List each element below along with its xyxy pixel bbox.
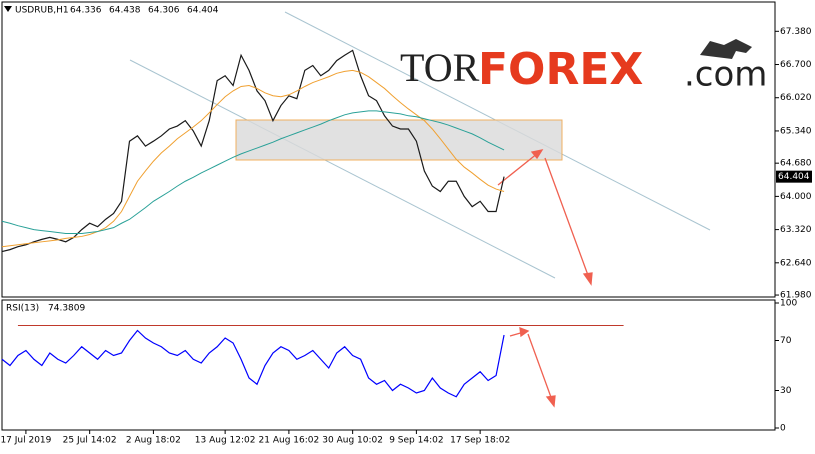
arrows [497,149,593,408]
price-label: 64.404 [778,172,810,182]
logo: TOR FOREX .com [400,39,767,95]
x-tick-label: 21 Aug 16:02 [259,436,320,446]
x-tick-label: 25 Jul 14:02 [63,436,117,446]
logo-text: TOR [400,45,480,90]
y-tick-label: 61.980 [780,291,812,301]
header-icon [4,6,12,12]
channel-line [129,59,556,279]
logo-icon [700,39,752,59]
header-value: 64.306 [148,6,180,16]
y-tick-label: 62.640 [780,258,812,268]
zone [235,119,563,161]
series-line [1,329,505,398]
y-tick-label: 66.700 [780,60,812,70]
x-tick-label: 30 Aug 10:02 [322,436,383,446]
y-tick-label: 66.020 [780,93,812,103]
header-value: 64.438 [109,6,141,16]
y-tick-label: 65.340 [780,126,812,136]
x-tick-label: 17 Sep 18:02 [450,436,510,446]
series-line [1,110,505,235]
x-tick-label: 13 Aug 12:02 [195,436,256,446]
price-panel [1,1,776,298]
rsi-value: 74.3809 [48,304,85,314]
rsi-panel [1,299,776,431]
y-tick-label: 70 [780,336,792,346]
x-tick-label: 17 Jul 2019 [0,436,51,446]
y-tick-label: 30 [780,386,792,396]
header-value: 64.404 [187,6,219,16]
logo-text: FOREX [478,44,643,95]
y-tick-label: 67.380 [780,27,812,37]
y-tick-label: 0 [780,424,786,434]
y-tick-label: 100 [780,299,797,309]
symbol: USDRUB,H1 [15,6,69,16]
x-tick-label: 9 Sep 14:02 [389,436,443,446]
y-tick-label: 64.000 [780,192,812,202]
price-box [776,170,812,183]
rsi-title: RSI(13) [6,304,39,314]
header: USDRUB,H1 64.336 64.438 64.306 64.404 [4,6,219,16]
series-line [1,49,505,253]
header-value: 64.336 [70,6,102,16]
y-tick-label: 63.320 [780,225,812,235]
y-tick-label: 64.680 [780,159,812,169]
x-tick-label: 2 Aug 18:02 [126,436,181,446]
logo-text: .com [684,55,767,95]
